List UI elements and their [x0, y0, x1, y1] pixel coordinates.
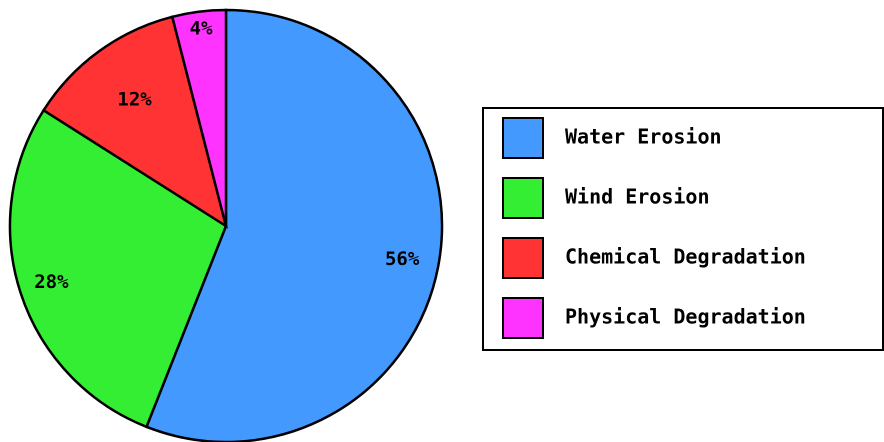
pie-slice — [41, 15, 228, 229]
legend-box — [482, 107, 884, 351]
legend-label: Physical Degradation — [565, 305, 806, 329]
pie-slice — [144, 8, 444, 442]
legend-label: Wind Erosion — [565, 185, 710, 209]
legend-swatch — [502, 237, 544, 279]
legend-swatch — [502, 297, 544, 339]
slice-label: 12% — [117, 89, 152, 111]
legend-label: Chemical Degradation — [565, 245, 806, 269]
slice-label: 28% — [34, 271, 69, 293]
pie-slice — [8, 108, 228, 429]
legend-swatch — [502, 117, 544, 159]
slice-label: 4% — [190, 17, 213, 39]
slice-label: 56% — [385, 248, 420, 270]
pie-slice — [170, 8, 228, 227]
legend-swatch — [502, 177, 544, 219]
legend-label: Water Erosion — [565, 125, 722, 149]
